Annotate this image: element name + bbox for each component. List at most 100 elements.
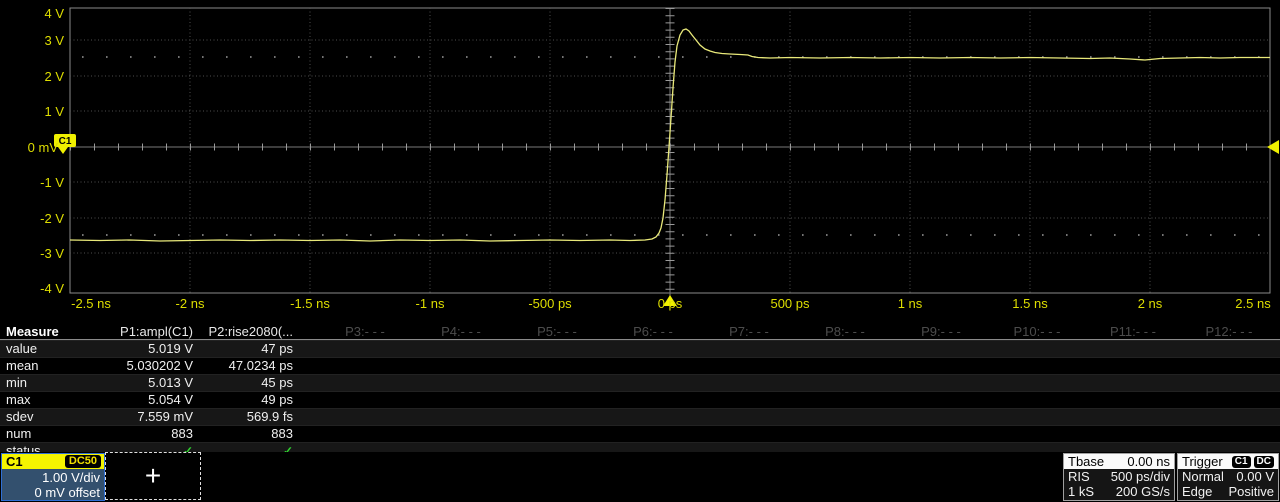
y-axis-labels: 4 V 3 V 2 V 1 V 0 mV -1 V -2 V -3 V -4 V (28, 6, 65, 296)
y-axis-label: -3 V (40, 246, 64, 261)
row-label: min (6, 375, 27, 390)
trigger-level: 0.00 V (1236, 469, 1274, 484)
bottom-bar: C1 DC50 1.00 V/div 0 mV offset + Tbase 0… (0, 452, 1280, 502)
trigger-header: Trigger C1 DC (1178, 454, 1278, 469)
graticule-svg: C1 4 V 3 V 2 V 1 V 0 mV -1 V -2 V -3 V -… (28, 6, 1279, 311)
p1-value: 5.054 V (148, 392, 193, 407)
measure-row-mean: mean 5.030202 V 47.0234 ps (0, 357, 1280, 374)
sampling-mode: RIS (1068, 469, 1090, 484)
p2-value: 49 ps (261, 392, 293, 407)
y-axis-label: -1 V (40, 175, 64, 190)
x-axis-label: -2.5 ns (71, 296, 111, 311)
plus-icon: + (144, 460, 162, 491)
p2-value: 883 (271, 426, 293, 441)
horizontal-gridlines (70, 39, 1270, 254)
measure-col-p11[interactable]: P11:- - - (1110, 323, 1156, 339)
p2-status-check-icon: ✓ (282, 444, 293, 458)
p1-value: 883 (171, 426, 193, 441)
p1-value: 5.013 V (148, 375, 193, 390)
measure-col-p1[interactable]: P1:ampl(C1) (120, 323, 193, 339)
trigger-label: Trigger (1182, 454, 1223, 469)
timebase-row-1: RIS 500 ps/div (1064, 469, 1174, 484)
add-trace-box[interactable]: + (105, 452, 201, 500)
measure-col-p7[interactable]: P7:- - - (729, 323, 769, 339)
x-axis-label: 1.5 ns (1012, 296, 1048, 311)
x-axis-label: -500 ps (528, 296, 572, 311)
row-label: num (6, 426, 32, 441)
c1-descriptor-header: C1 DC50 (2, 454, 104, 469)
p2-value: 47.0234 ps (228, 358, 293, 373)
measure-col-p10[interactable]: P10:- - - (1013, 323, 1061, 339)
timebase-delay: 0.00 ns (1127, 454, 1170, 469)
y-axis-label: 4 V (44, 6, 64, 21)
x-axis-label: 0 ps (658, 296, 683, 311)
channel-offset-marker-label: C1 (59, 136, 72, 147)
timebase-row-2: 1 kS 200 GS/s (1064, 484, 1174, 499)
x-axis-label: -2 ns (176, 296, 205, 311)
measure-col-p2[interactable]: P2:rise2080(... (208, 323, 293, 339)
row-label: value (6, 341, 38, 356)
measure-level-dots (82, 56, 1270, 236)
y-axis-label: 2 V (44, 69, 64, 84)
y-axis-label: 1 V (44, 104, 64, 119)
trigger-coupling-badge: DC (1253, 455, 1274, 468)
c1-descriptor-box[interactable]: C1 DC50 1.00 V/div 0 mV offset (1, 453, 105, 501)
trigger-type: Edge (1182, 484, 1213, 499)
c1-trace (69, 28, 1270, 242)
coupling-badge: DC50 (64, 455, 101, 468)
x-axis-labels: -2.5 ns -2 ns -1.5 ns -1 ns -500 ps 0 ps… (71, 296, 1271, 311)
p1-value: 5.019 V (148, 341, 193, 356)
measure-col-p9[interactable]: P9:- - - (921, 323, 961, 339)
x-axis-label: 2.5 ns (1235, 296, 1271, 311)
y-axis-label: -4 V (40, 281, 64, 296)
timebase-box[interactable]: Tbase 0.00 ns RIS 500 ps/div 1 kS 200 GS… (1063, 453, 1175, 501)
measure-col-p12[interactable]: P12:- - - (1205, 323, 1253, 339)
measure-row-max: max 5.054 V 49 ps (0, 391, 1280, 408)
channel-name: C1 (6, 454, 23, 469)
x-axis-label: -1.5 ns (290, 296, 330, 311)
channel-offset: 0 mV offset (34, 485, 100, 500)
p2-value: 47 ps (261, 341, 293, 356)
waveform-plot: C1 4 V 3 V 2 V 1 V 0 mV -1 V -2 V -3 V -… (28, 6, 1279, 311)
measure-row-num: num 883 883 (0, 425, 1280, 442)
measure-col-p4[interactable]: P4:- - - (441, 323, 481, 339)
timebase-header: Tbase 0.00 ns (1064, 454, 1174, 469)
measure-table-header: Measure P1:ampl(C1) P2:rise2080(... P3:-… (0, 324, 1280, 340)
measure-title: Measure (6, 323, 59, 339)
x-axis-label: 1 ns (898, 296, 923, 311)
p2-value: 45 ps (261, 375, 293, 390)
y-axis-label: 3 V (44, 33, 64, 48)
x-axis-label: -1 ns (416, 296, 445, 311)
sample-count: 1 kS (1068, 484, 1095, 499)
measure-col-p6[interactable]: P6:- - - (633, 323, 673, 339)
center-axes (70, 8, 1270, 297)
trigger-row-1: Normal 0.00 V (1178, 469, 1278, 484)
x-axis-label: 2 ns (1138, 296, 1163, 311)
trigger-mode: Normal (1182, 469, 1224, 484)
time-per-div: 500 ps/div (1110, 469, 1170, 484)
c1-descriptor-body: 1.00 V/div 0 mV offset (2, 469, 104, 500)
trigger-row-2: Edge Positive (1178, 484, 1278, 499)
y-axis-label: 0 mV (28, 140, 59, 155)
measure-row-value: value 5.019 V 47 ps (0, 340, 1280, 357)
measure-row-sdev: sdev 7.559 mV 569.9 fs (0, 408, 1280, 425)
trigger-source-badge: C1 (1231, 455, 1251, 468)
y-axis-label: -2 V (40, 211, 64, 226)
p2-value: 569.9 fs (246, 409, 293, 424)
p1-value: 7.559 mV (137, 409, 193, 424)
measure-col-p8[interactable]: P8:- - - (825, 323, 865, 339)
volts-per-div: 1.00 V/div (42, 470, 100, 485)
measure-col-p3[interactable]: P3:- - - (345, 323, 385, 339)
row-label: sdev (6, 409, 34, 424)
trigger-box[interactable]: Trigger C1 DC Normal 0.00 V Edge Positiv… (1177, 453, 1279, 501)
trigger-time-marker[interactable] (663, 295, 677, 306)
measure-row-min: min 5.013 V 45 ps (0, 374, 1280, 391)
trigger-slope: Positive (1228, 484, 1274, 499)
row-label: mean (6, 358, 39, 373)
channel-offset-marker[interactable]: C1 (54, 134, 76, 154)
x-axis-label: 500 ps (770, 296, 810, 311)
measure-col-p5[interactable]: P5:- - - (537, 323, 577, 339)
trigger-level-marker[interactable] (1267, 140, 1279, 154)
measure-table: Measure P1:ampl(C1) P2:rise2080(... P3:-… (0, 324, 1280, 459)
